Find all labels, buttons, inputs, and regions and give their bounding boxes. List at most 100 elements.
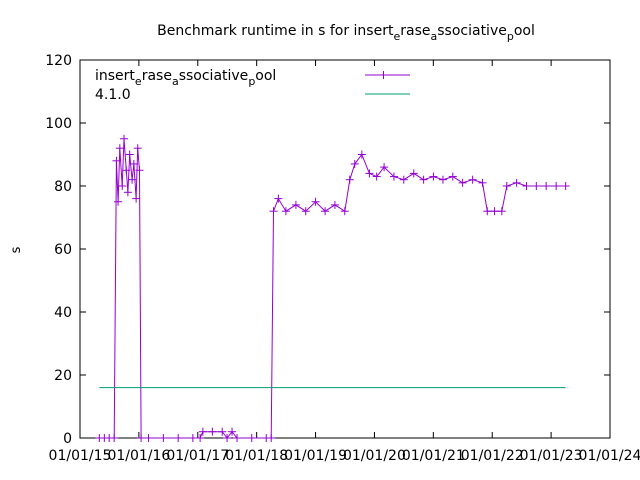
plot-frame: [79, 59, 611, 439]
x-tick-label: 01/01/22: [461, 448, 524, 464]
data-point: [125, 150, 134, 159]
data-point: [490, 207, 499, 216]
title-segment: ool: [514, 23, 535, 39]
y-tick-label: 0: [63, 431, 72, 447]
data-point: [301, 207, 310, 216]
x-tick-label: 01/01/15: [49, 448, 112, 464]
data-point: [311, 197, 320, 206]
data-point: [269, 207, 278, 216]
data-point: [120, 134, 129, 143]
data-point: [372, 172, 381, 181]
title-segment: insert: [95, 68, 135, 84]
title-segment: ssociative: [437, 23, 507, 39]
data-point: [137, 434, 146, 442]
data-point: [522, 182, 531, 190]
data-point: [132, 194, 141, 203]
data-point: [468, 175, 477, 184]
y-tick-label: 100: [45, 116, 72, 132]
data-point: [330, 200, 339, 209]
data-point: [110, 434, 119, 442]
x-tick-label: 01/01/16: [107, 448, 170, 464]
data-point: [129, 159, 138, 168]
data-point: [321, 207, 330, 216]
data-point: [429, 172, 438, 181]
data-point: [419, 175, 428, 184]
data-point: [399, 175, 408, 184]
title-segment: ool: [255, 68, 276, 84]
y-tick-label: 120: [45, 53, 72, 69]
y-tick-label: 80: [54, 179, 72, 195]
data-point: [389, 172, 398, 181]
data-point: [218, 427, 227, 436]
x-tick-label: 01/01/21: [402, 448, 465, 464]
data-point: [123, 188, 132, 197]
series-line: [99, 138, 566, 439]
data-point: [228, 427, 237, 436]
data-point: [458, 178, 467, 187]
title-subscript: e: [135, 75, 142, 88]
data-point: [281, 207, 290, 216]
x-tick-label: 01/01/19: [284, 448, 347, 464]
title-segment: rase: [142, 68, 172, 84]
title-subscript: a: [431, 30, 438, 43]
data-point: [438, 175, 447, 184]
legend-label: 4.1.0: [95, 87, 131, 103]
chart-title: Benchmark runtime in s for inserteraseas…: [157, 23, 535, 43]
data-point: [196, 434, 205, 442]
data-point: [552, 182, 561, 190]
x-tick-label: 01/01/18: [225, 448, 288, 464]
data-point: [159, 434, 168, 442]
data-point: [502, 182, 511, 190]
data-point: [118, 182, 127, 190]
data-point: [380, 163, 389, 172]
data-point: [345, 175, 354, 184]
data-point: [208, 427, 217, 436]
data-point: [483, 207, 492, 216]
title-subscript: e: [393, 30, 400, 43]
x-tick-label: 01/01/17: [166, 448, 229, 464]
data-point: [478, 178, 487, 187]
data-point: [409, 169, 418, 178]
title-subscript: p: [507, 30, 514, 43]
data-point: [448, 172, 457, 181]
title-segment: ssociative: [179, 68, 249, 84]
y-tick-label: 40: [54, 305, 72, 321]
data-point: [357, 150, 366, 159]
data-point: [267, 434, 276, 442]
data-point: [174, 434, 183, 442]
data-point: [233, 434, 242, 442]
data-point: [247, 434, 256, 442]
x-tick-label: 01/01/23: [520, 448, 583, 464]
title-segment: Benchmark runtime in s for insert: [157, 23, 394, 39]
title-subscript: p: [248, 75, 255, 88]
title-subscript: a: [172, 75, 179, 88]
data-point: [497, 207, 506, 216]
data-point: [532, 182, 541, 190]
y-tick-label: 60: [54, 242, 72, 258]
x-tick-label: 01/01/24: [579, 448, 640, 464]
data-point: [188, 434, 197, 442]
data-point: [223, 434, 232, 442]
title-segment: rase: [400, 23, 430, 39]
data-point: [291, 200, 300, 209]
data-point: [135, 166, 144, 175]
data-point: [114, 197, 123, 206]
series-layer: [95, 134, 570, 442]
data-point: [115, 144, 124, 153]
y-axis-label: s: [9, 246, 24, 253]
data-point: [350, 159, 359, 168]
data-point: [144, 434, 153, 442]
data-point: [122, 166, 131, 175]
axes: 02040608010012001/01/1501/01/1601/01/170…: [45, 53, 640, 464]
data-point: [561, 182, 570, 190]
x-tick-label: 01/01/20: [343, 448, 406, 464]
data-point: [340, 207, 349, 216]
data-point: [365, 169, 374, 178]
data-point: [512, 178, 521, 187]
data-point: [198, 427, 207, 436]
legend-label: inserteraseassociativepool: [95, 68, 276, 88]
y-tick-label: 20: [54, 368, 72, 384]
data-point: [128, 175, 137, 184]
